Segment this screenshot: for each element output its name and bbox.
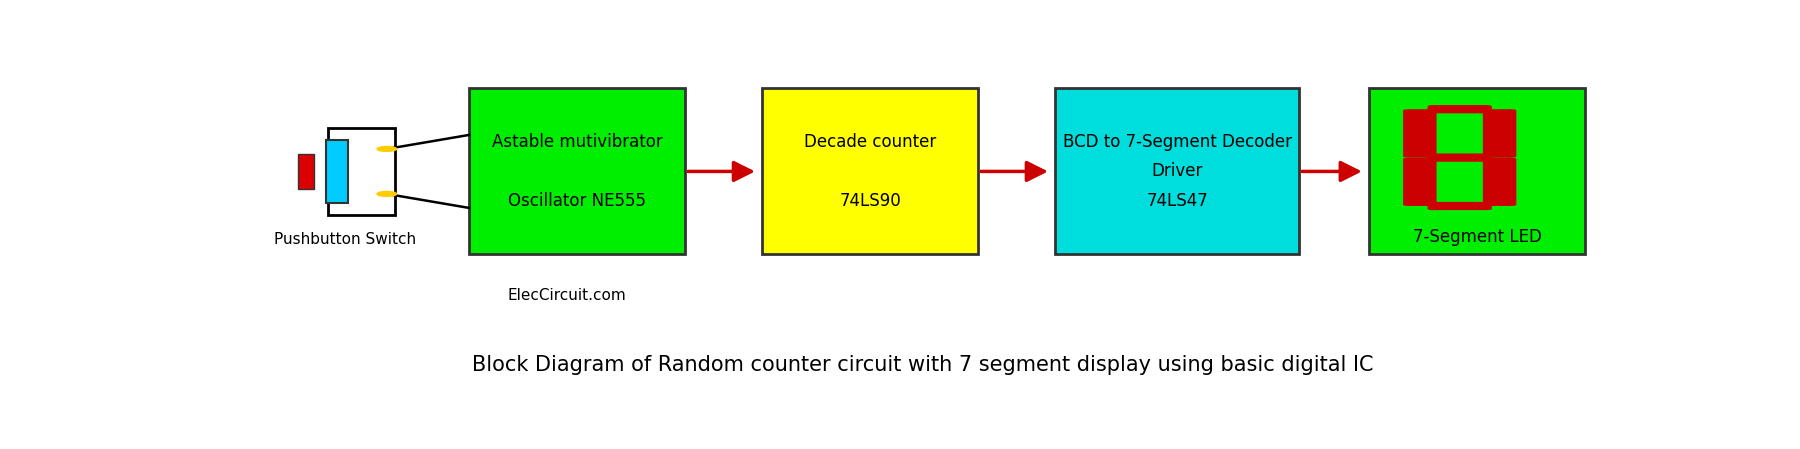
FancyBboxPatch shape bbox=[1402, 109, 1436, 158]
FancyBboxPatch shape bbox=[1483, 158, 1516, 206]
Text: ElecCircuit.com: ElecCircuit.com bbox=[508, 288, 626, 304]
FancyBboxPatch shape bbox=[328, 128, 396, 215]
FancyBboxPatch shape bbox=[1427, 202, 1492, 210]
FancyBboxPatch shape bbox=[761, 88, 979, 255]
FancyBboxPatch shape bbox=[1483, 109, 1516, 158]
Text: BCD to 7-Segment Decoder
Driver
74LS47: BCD to 7-Segment Decoder Driver 74LS47 bbox=[1062, 133, 1292, 210]
FancyBboxPatch shape bbox=[1402, 158, 1436, 206]
Circle shape bbox=[376, 191, 396, 196]
Text: Pushbutton Switch: Pushbutton Switch bbox=[274, 232, 416, 247]
FancyBboxPatch shape bbox=[470, 88, 686, 255]
FancyBboxPatch shape bbox=[297, 154, 315, 189]
FancyBboxPatch shape bbox=[1427, 105, 1492, 113]
Text: Decade counter

74LS90: Decade counter 74LS90 bbox=[805, 133, 936, 210]
Text: Astable mutivibrator

Oscillator NE555: Astable mutivibrator Oscillator NE555 bbox=[491, 133, 662, 210]
FancyBboxPatch shape bbox=[326, 140, 349, 202]
FancyBboxPatch shape bbox=[1368, 88, 1586, 255]
Circle shape bbox=[376, 146, 396, 151]
Text: 7-Segment LED: 7-Segment LED bbox=[1413, 228, 1541, 246]
FancyBboxPatch shape bbox=[1055, 88, 1300, 255]
FancyBboxPatch shape bbox=[1427, 154, 1492, 162]
Text: Block Diagram of Random counter circuit with 7 segment display using basic digit: Block Diagram of Random counter circuit … bbox=[472, 355, 1373, 375]
